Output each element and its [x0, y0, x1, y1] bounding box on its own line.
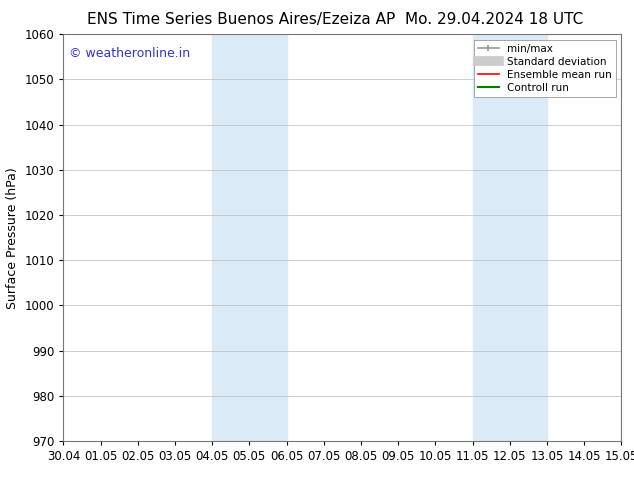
Legend: min/max, Standard deviation, Ensemble mean run, Controll run: min/max, Standard deviation, Ensemble me… [474, 40, 616, 97]
Text: ENS Time Series Buenos Aires/Ezeiza AP: ENS Time Series Buenos Aires/Ezeiza AP [87, 12, 395, 27]
Y-axis label: Surface Pressure (hPa): Surface Pressure (hPa) [6, 167, 19, 309]
Text: © weatheronline.in: © weatheronline.in [69, 47, 190, 59]
Bar [212, 34, 287, 441]
Bar [472, 34, 547, 441]
Text: Mo. 29.04.2024 18 UTC: Mo. 29.04.2024 18 UTC [405, 12, 584, 27]
